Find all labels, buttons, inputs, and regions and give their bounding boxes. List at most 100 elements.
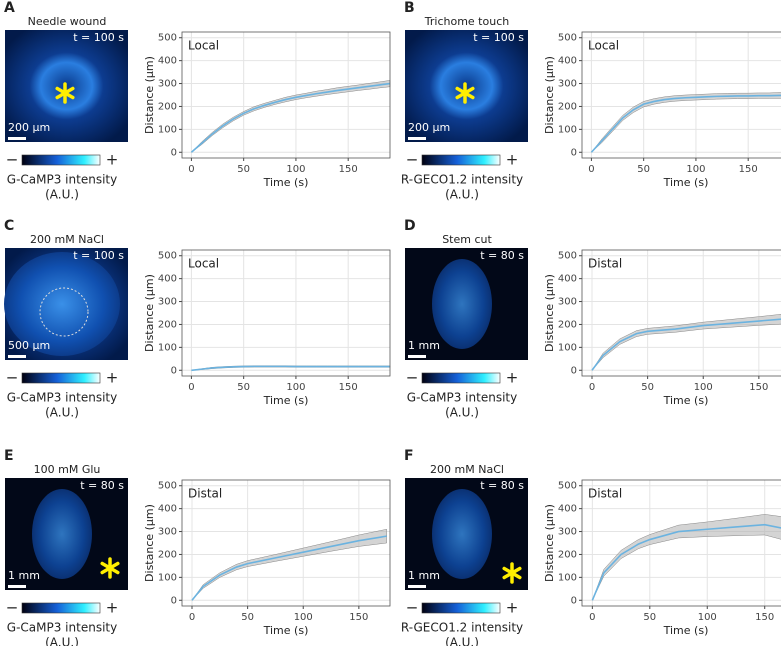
x-tick-label: 0 <box>589 382 595 393</box>
colorbar-label: (A.U.) <box>45 406 79 420</box>
colorbar-label: G-CaMP3 intensity <box>7 391 117 405</box>
annotation: Local <box>188 39 219 53</box>
x-tick-label: 50 <box>241 612 254 623</box>
y-tick-label: 500 <box>158 481 177 492</box>
colorbar-label: (A.U.) <box>445 406 479 420</box>
y-axis-label: Distance (µm) <box>543 504 556 582</box>
x-tick-label: 100 <box>294 612 313 623</box>
colorbar-label: R-GECO1.2 intensity <box>401 173 523 187</box>
x-tick-label: 150 <box>339 164 358 175</box>
annotation: Local <box>588 39 619 53</box>
scale-bar-label: 1 mm <box>8 569 40 582</box>
scale-bar <box>8 355 26 358</box>
scale-bar-label: 200 µm <box>408 121 450 134</box>
colorbar <box>21 602 101 614</box>
y-tick-label: 0 <box>571 595 577 606</box>
y-tick-label: 300 <box>558 527 577 538</box>
colorbar-min: − <box>6 599 19 617</box>
y-tick-label: 500 <box>558 251 577 262</box>
y-tick-label: 400 <box>158 56 177 67</box>
panel-label: F <box>404 448 414 464</box>
image-title: Stem cut <box>442 233 492 246</box>
annotation: Local <box>188 257 219 271</box>
y-tick-label: 400 <box>558 274 577 285</box>
image-title: 200 mM NaCl <box>30 233 104 246</box>
annotation: Distal <box>588 257 622 271</box>
y-tick-label: 200 <box>158 101 177 112</box>
mean-line <box>191 365 390 372</box>
panel-label: E <box>4 448 14 464</box>
y-tick-label: 100 <box>158 572 177 583</box>
plot-background <box>582 480 781 606</box>
x-axis-label: Time (s) <box>263 624 309 637</box>
y-tick-label: 400 <box>158 504 177 515</box>
colorbar-label: (A.U.) <box>45 188 79 202</box>
scale-bar <box>8 585 26 588</box>
x-tick-label: 0 <box>588 164 594 175</box>
y-tick-label: 0 <box>571 147 577 158</box>
y-axis-label: Distance (µm) <box>543 56 556 134</box>
colorbar-max: + <box>106 151 119 169</box>
colorbar-max: + <box>106 369 119 387</box>
scale-bar-label: 1 mm <box>408 569 440 582</box>
x-tick-label: 0 <box>189 612 195 623</box>
y-tick-label: 0 <box>171 365 177 376</box>
y-tick-label: 200 <box>158 549 177 560</box>
x-tick-label: 0 <box>589 612 595 623</box>
colorbar <box>421 154 501 166</box>
image-title: 100 mM Glu <box>34 463 101 476</box>
y-tick-label: 400 <box>558 56 577 67</box>
tissue <box>32 489 92 579</box>
plot-background <box>582 250 781 376</box>
timestamp: t = 100 s <box>73 31 124 44</box>
scale-bar <box>408 585 426 588</box>
x-tick-label: 50 <box>641 382 654 393</box>
y-tick-label: 500 <box>558 481 577 492</box>
confidence-band <box>591 314 781 371</box>
x-tick-label: 50 <box>237 382 250 393</box>
x-tick-label: 0 <box>188 382 194 393</box>
x-tick-label: 150 <box>755 612 774 623</box>
x-axis-label: Time (s) <box>663 176 709 189</box>
colorbar-max: + <box>506 151 519 169</box>
plot-frame <box>181 249 391 377</box>
tissue <box>432 259 492 349</box>
colorbar-min: − <box>406 369 419 387</box>
asterisk <box>502 566 522 580</box>
timestamp: t = 100 s <box>473 31 524 44</box>
x-axis-label: Time (s) <box>663 394 709 407</box>
colorbar-label: G-CaMP3 intensity <box>407 391 517 405</box>
x-tick-label: 50 <box>637 164 650 175</box>
timestamp: t = 80 s <box>80 479 124 492</box>
timestamp: t = 100 s <box>73 249 124 262</box>
y-tick-label: 500 <box>558 33 577 44</box>
panel-label: B <box>404 0 415 16</box>
colorbar-label: R-GECO1.2 intensity <box>401 621 523 635</box>
plot-background <box>182 32 390 158</box>
plot-frame <box>581 479 781 607</box>
x-tick-label: 100 <box>286 382 305 393</box>
annotation: Distal <box>188 487 222 501</box>
x-tick-label: 100 <box>686 164 705 175</box>
y-tick-label: 500 <box>158 33 177 44</box>
colorbar-label: G-CaMP3 intensity <box>7 621 117 635</box>
y-tick-label: 300 <box>158 297 177 308</box>
x-axis-label: Time (s) <box>663 624 709 637</box>
colorbar-min: − <box>406 599 419 617</box>
colorbar <box>21 372 101 384</box>
y-tick-label: 200 <box>558 101 577 112</box>
y-tick-label: 100 <box>158 124 177 135</box>
colorbar-label: (A.U.) <box>445 636 479 646</box>
y-tick-label: 300 <box>558 79 577 90</box>
x-axis-label: Time (s) <box>263 176 309 189</box>
y-tick-label: 0 <box>171 595 177 606</box>
x-tick-label: 50 <box>237 164 250 175</box>
y-axis-label: Distance (µm) <box>543 274 556 352</box>
y-tick-label: 0 <box>171 147 177 158</box>
colorbar <box>421 372 501 384</box>
plot-frame <box>181 479 391 607</box>
y-tick-label: 100 <box>558 124 577 135</box>
plot-background <box>182 250 390 376</box>
mean-line <box>191 535 387 601</box>
y-tick-label: 300 <box>158 527 177 538</box>
